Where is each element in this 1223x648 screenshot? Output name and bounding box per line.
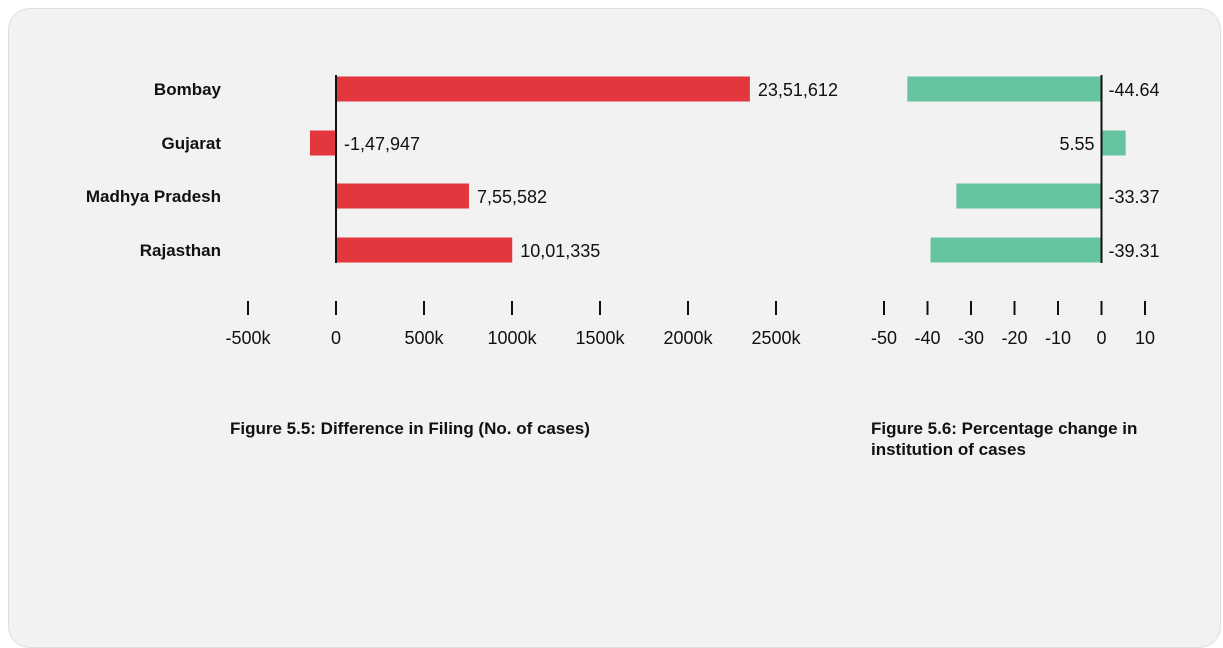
figure-5-5-caption: Figure 5.5: Difference in Filing (No. of… — [230, 419, 590, 438]
pct-tick-label-40: -40 — [914, 328, 940, 348]
filing-bar-rajasthan — [336, 237, 513, 263]
filing-tick-label-500k: 500k — [404, 328, 444, 348]
pct-value-label-rajasthan: -39.31 — [1109, 241, 1160, 261]
pct-value-label-gujarat: 5.55 — [1059, 134, 1094, 154]
filing-value-label-bombay: 23,51,612 — [758, 80, 838, 100]
pct-bar-rajasthan — [930, 237, 1102, 263]
pct-value-label-bombay: -44.64 — [1109, 80, 1160, 100]
filing-tick-label-1500k: 1500k — [575, 328, 625, 348]
charts-svg: Bombay 23,51,612 Gujarat -1,47,947 Madhya Pr… — [86, 75, 1160, 348]
pct-tick-label-10: -10 — [1045, 328, 1071, 348]
pct-bar-bombay — [907, 76, 1102, 102]
filing-value-label-madhya-pradesh: 7,55,582 — [477, 187, 547, 207]
filing-tick-label-1000k: 1000k — [487, 328, 537, 348]
pct-tick-label-10: 10 — [1135, 328, 1155, 348]
pct-tick-label-20: -20 — [1001, 328, 1027, 348]
pct-tick-label-30: -30 — [958, 328, 984, 348]
filing-tick-label-500k: -500k — [225, 328, 271, 348]
category-label-bombay: Bombay — [154, 80, 222, 99]
filing-bar-madhya-pradesh — [336, 183, 469, 209]
figure-5-6-caption: Figure 5.6: Percentage change in institu… — [871, 419, 1138, 459]
pct-value-label-madhya-pradesh: -33.37 — [1109, 187, 1160, 207]
filing-tick-label-2000k: 2000k — [663, 328, 713, 348]
chart-card — [8, 8, 1221, 648]
pct-tick-label-50: -50 — [871, 328, 897, 348]
pct-bar-madhya-pradesh — [956, 183, 1102, 209]
category-label-gujarat: Gujarat — [161, 134, 221, 153]
filing-tick-label-2500k: 2500k — [751, 328, 801, 348]
filing-value-label-gujarat: -1,47,947 — [344, 134, 420, 154]
filing-value-label-rajasthan: 10,01,335 — [520, 241, 600, 261]
category-label-rajasthan: Rajasthan — [140, 241, 221, 260]
filing-bar-bombay — [336, 76, 750, 102]
pct-tick-label-0: 0 — [1096, 328, 1106, 348]
pct-bar-gujarat — [1101, 130, 1126, 156]
filing-bar-gujarat — [309, 130, 336, 156]
category-label-madhya-pradesh: Madhya Pradesh — [86, 187, 221, 206]
filing-tick-label-0: 0 — [331, 328, 341, 348]
